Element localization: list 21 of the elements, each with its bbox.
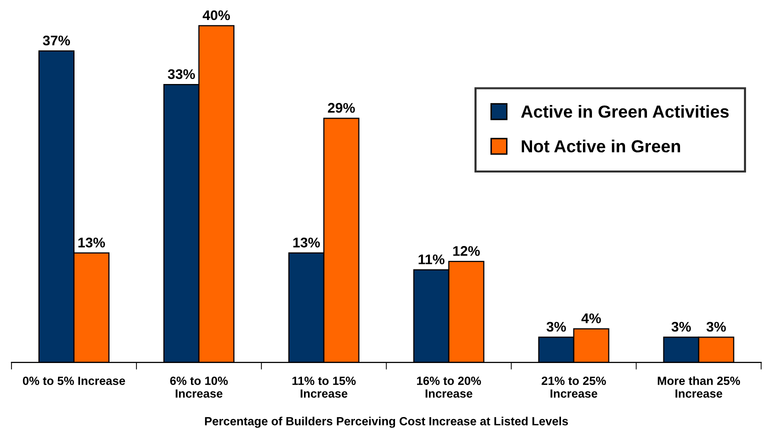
data-label: 3% — [546, 322, 566, 332]
x-axis-title: Percentage of Builders Perceiving Cost Increase at Listed Levels — [205, 416, 568, 428]
x-tick-label: More than 25% Increase — [658, 376, 740, 398]
data-label: 13% — [78, 238, 105, 248]
data-label: 40% — [202, 10, 230, 20]
data-label: 13% — [293, 238, 320, 248]
data-label: 29% — [328, 102, 355, 113]
x-tick-label: 21% to 25% Increase — [542, 376, 606, 398]
legend-label: Active in Green Activities — [521, 105, 729, 118]
data-label: 37% — [42, 36, 70, 46]
data-label: 4% — [581, 313, 601, 324]
data-label: 12% — [453, 246, 480, 256]
x-tick-label: 0% to 5% Increase — [22, 376, 126, 385]
x-tick-label: 6% to 10% Increase — [170, 376, 228, 398]
data-label: 3% — [671, 322, 691, 332]
x-tick-label: 16% to 20% Increase — [417, 376, 481, 398]
data-label: 3% — [706, 322, 726, 332]
legend-label: Not Active in Green — [522, 140, 680, 152]
data-label: 11% — [418, 254, 444, 264]
data-label: 33% — [168, 69, 195, 80]
x-tick-label: 11% to 15% Increase — [292, 376, 356, 398]
